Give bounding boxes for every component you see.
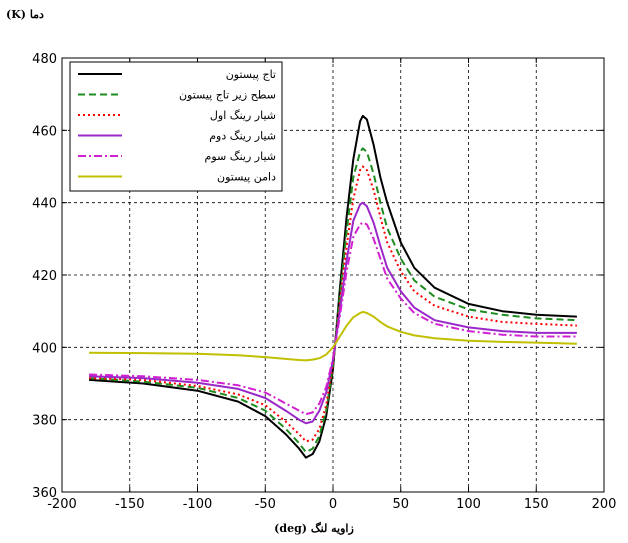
x-tick-label: -100	[183, 497, 213, 512]
legend-label: دامن پیستون	[217, 171, 276, 184]
legend-label: سطح زیر تاج پیستون	[179, 89, 276, 102]
x-axis-title: زاویه لنگ (deg)	[274, 522, 354, 535]
x-tick-label: 100	[456, 497, 481, 512]
y-tick-label: 400	[32, 341, 57, 356]
series-lines	[89, 114, 577, 459]
series-line-2	[89, 147, 577, 454]
x-tick-label: -200	[47, 497, 77, 512]
x-tick-label: -150	[115, 497, 145, 512]
series-line-5	[89, 221, 577, 416]
series-line-1	[89, 114, 577, 459]
y-axis-title: دما (K)	[6, 8, 44, 21]
x-tick-label: 0	[329, 497, 337, 512]
y-tick-label: 480	[32, 52, 57, 67]
axis-ticks: -200 -150 -100 -50 0 50 100 150 200 360 380 400 420 4…	[32, 52, 616, 512]
legend: تاج پیستون سطح زیر تاج پیستون شیار رینگ او…	[69, 61, 283, 192]
x-tick-label: -50	[255, 497, 276, 512]
y-tick-label: 380	[32, 414, 57, 429]
legend-label: شیار رینگ دوم	[209, 130, 276, 143]
x-tick-label: 50	[392, 497, 409, 512]
y-tick-label: 420	[32, 269, 57, 284]
x-tick-label: 150	[524, 497, 549, 512]
legend-label: تاج پیستون	[226, 68, 276, 81]
legend-box	[69, 61, 283, 192]
y-tick-label: 360	[32, 486, 57, 501]
y-tick-label: 460	[32, 124, 57, 139]
legend-label: شیار رینگ اول	[210, 109, 276, 122]
series-line-4	[89, 201, 577, 425]
legend-label: شیار رینگ سوم	[205, 150, 276, 163]
series-line-6	[89, 310, 577, 362]
y-tick-label: 440	[32, 197, 57, 212]
x-tick-label: 200	[592, 497, 617, 512]
